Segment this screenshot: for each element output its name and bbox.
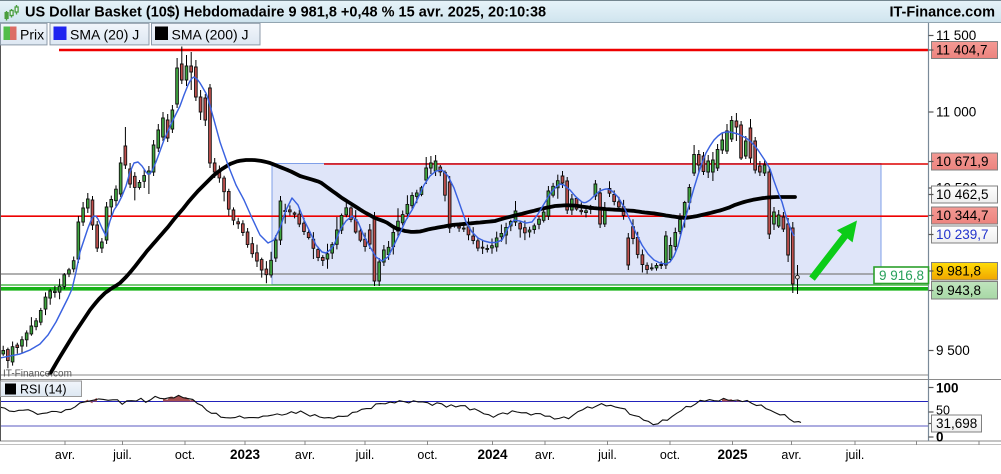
- svg-text:31,698: 31,698: [936, 416, 977, 431]
- svg-text:oct.: oct.: [175, 448, 195, 462]
- svg-text:9 916,8: 9 916,8: [879, 268, 924, 283]
- svg-text:US Dollar Basket (10$) Hebdoma: US Dollar Basket (10$) Hebdomadaire 9 98…: [25, 5, 546, 21]
- svg-text:avr.: avr.: [781, 448, 801, 462]
- svg-text:RSI (14): RSI (14): [20, 383, 67, 397]
- svg-text:juil.: juil.: [355, 448, 375, 462]
- svg-text:10 239,7: 10 239,7: [936, 227, 989, 242]
- svg-text:juil.: juil.: [845, 448, 865, 462]
- svg-text:avr.: avr.: [55, 448, 75, 462]
- svg-text:juil.: juil.: [597, 448, 617, 462]
- svg-text:avr.: avr.: [535, 448, 555, 462]
- svg-text:avr.: avr.: [295, 448, 315, 462]
- svg-text:50: 50: [936, 404, 950, 418]
- svg-text:10 671,9: 10 671,9: [936, 154, 989, 169]
- svg-text:9 943,8: 9 943,8: [936, 283, 981, 298]
- svg-text:9 981,8: 9 981,8: [936, 264, 981, 279]
- svg-text:11 000: 11 000: [936, 105, 976, 120]
- svg-text:SMA (200) J: SMA (200) J: [172, 27, 249, 43]
- svg-text:11 404,7: 11 404,7: [936, 43, 988, 58]
- svg-text:9 500: 9 500: [936, 343, 970, 358]
- svg-text:2025: 2025: [717, 447, 748, 462]
- svg-text:oct.: oct.: [660, 448, 680, 462]
- svg-text:2023: 2023: [230, 447, 261, 462]
- svg-text:Prix: Prix: [20, 27, 44, 43]
- svg-text:11 500: 11 500: [936, 28, 976, 43]
- svg-text:100: 100: [936, 381, 959, 396]
- svg-text:2024: 2024: [477, 447, 508, 462]
- svg-text:IT-Finance.com: IT-Finance.com: [3, 369, 72, 380]
- svg-text:10 462,5: 10 462,5: [936, 187, 989, 202]
- svg-text:0: 0: [936, 430, 944, 445]
- svg-text:oct.: oct.: [417, 448, 437, 462]
- svg-text:SMA (20) J: SMA (20) J: [70, 27, 139, 43]
- svg-text:juil.: juil.: [112, 448, 132, 462]
- svg-text:IT-Finance.com: IT-Finance.com: [889, 5, 995, 21]
- svg-text:10 344,7: 10 344,7: [936, 208, 989, 223]
